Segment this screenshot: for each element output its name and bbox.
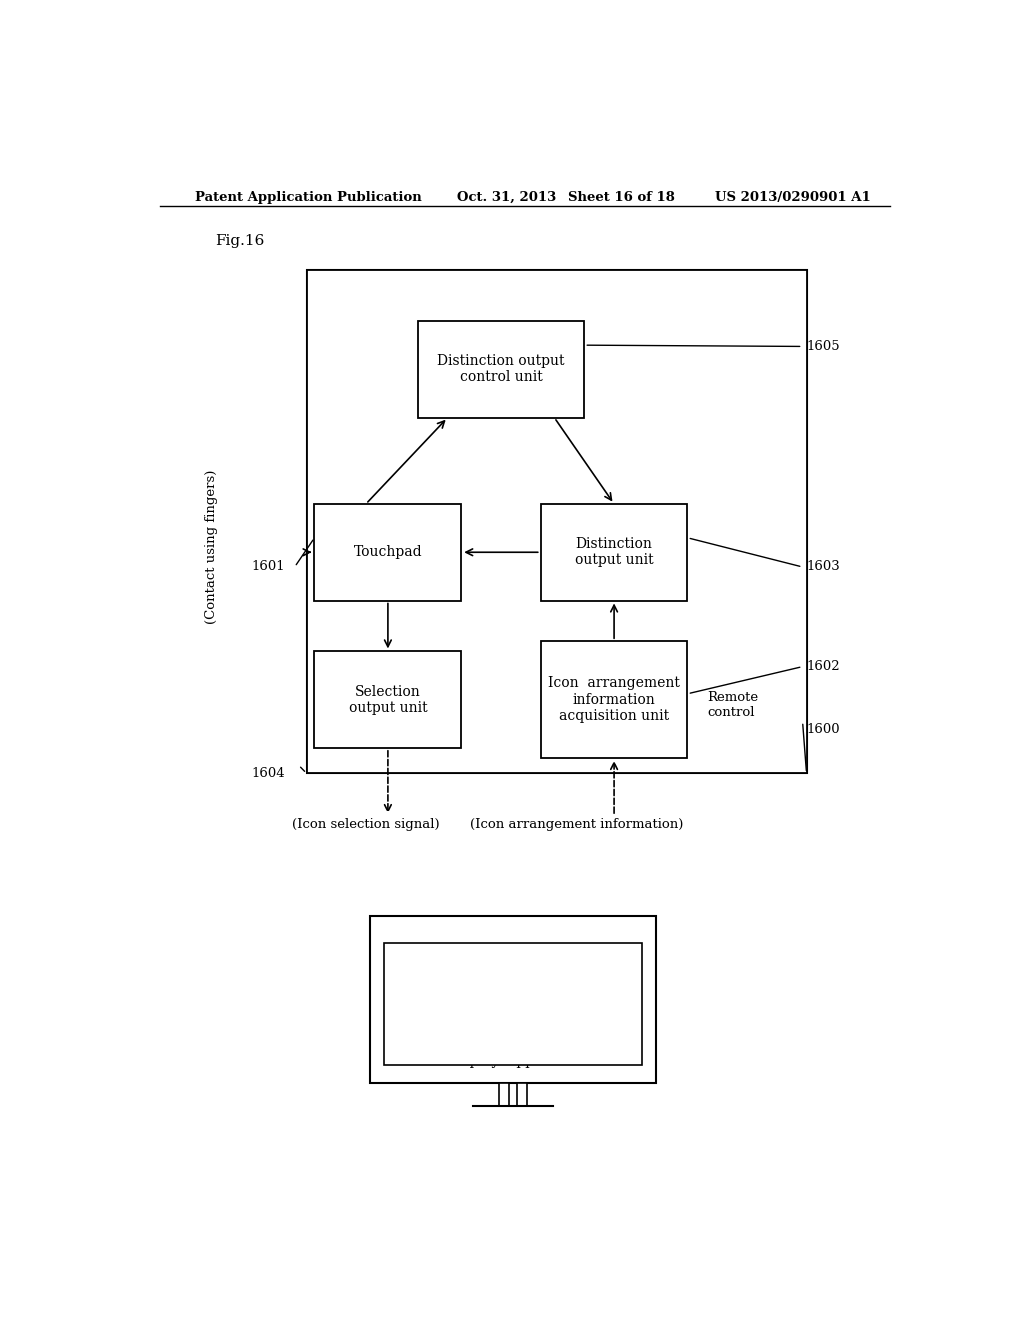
Bar [517, 1084, 527, 1106]
Text: (Contact using fingers): (Contact using fingers) [205, 470, 218, 624]
Bar [384, 942, 642, 1065]
Text: (Icon selection signal): (Icon selection signal) [292, 817, 440, 830]
Text: 1603: 1603 [807, 561, 841, 573]
Text: 1601: 1601 [251, 561, 285, 573]
Bar [541, 504, 687, 601]
Text: Distinction
output unit: Distinction output unit [574, 537, 653, 568]
Bar [306, 271, 807, 774]
Bar [499, 1084, 509, 1106]
Text: Display  apparatus: Display apparatus [446, 1053, 579, 1068]
Text: Distinction output
control unit: Distinction output control unit [437, 354, 565, 384]
Bar [314, 651, 461, 748]
Text: Patent Application Publication: Patent Application Publication [196, 190, 422, 203]
Text: 1600: 1600 [807, 723, 840, 737]
Text: 1602: 1602 [807, 660, 840, 673]
Text: 1605: 1605 [807, 341, 840, 352]
Text: Selection
output unit: Selection output unit [348, 685, 427, 714]
Text: Touchpad: Touchpad [353, 545, 422, 560]
Bar [541, 642, 687, 758]
Text: Oct. 31, 2013: Oct. 31, 2013 [458, 190, 557, 203]
Bar [306, 271, 807, 774]
Text: 1604: 1604 [251, 767, 285, 780]
Text: Icon  arrangement
information
acquisition unit: Icon arrangement information acquisition… [548, 676, 680, 723]
Text: Fig.16: Fig.16 [215, 234, 264, 248]
Text: US 2013/0290901 A1: US 2013/0290901 A1 [715, 190, 871, 203]
Bar [418, 321, 585, 417]
Bar [370, 916, 655, 1084]
Text: Sheet 16 of 18: Sheet 16 of 18 [568, 190, 675, 203]
Text: (Icon arrangement information): (Icon arrangement information) [470, 817, 683, 830]
Bar [314, 504, 461, 601]
Text: Remote
control: Remote control [708, 692, 759, 719]
